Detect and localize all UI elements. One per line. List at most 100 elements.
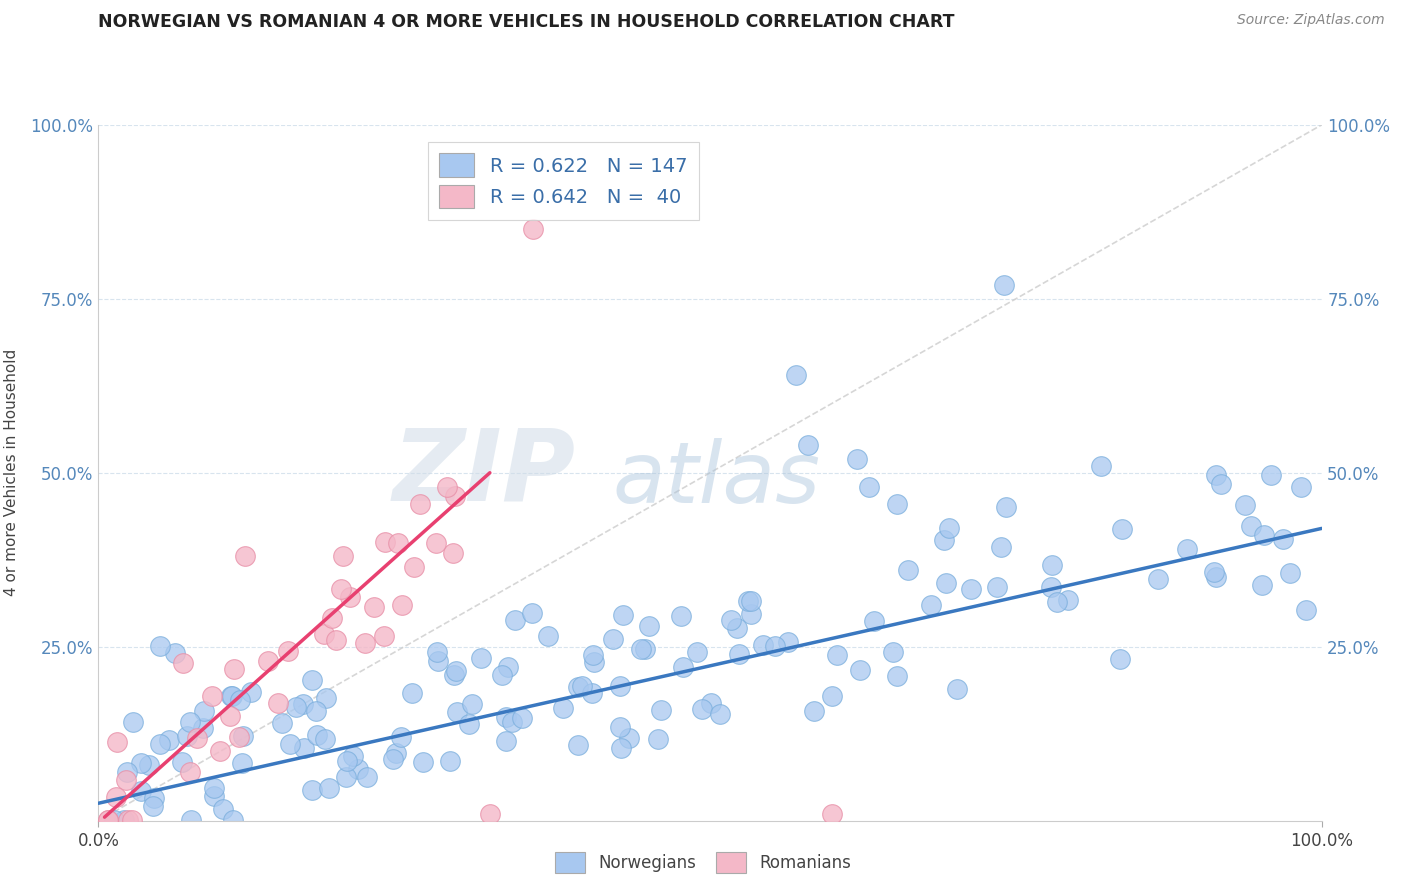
Point xyxy=(709,706,731,721)
Point xyxy=(686,645,709,659)
Point xyxy=(740,593,762,607)
Point xyxy=(401,686,423,700)
Point xyxy=(193,704,215,718)
Point xyxy=(409,497,432,511)
Point xyxy=(583,656,606,670)
Point xyxy=(117,813,139,827)
Point xyxy=(212,802,235,816)
Point xyxy=(1147,572,1170,586)
Legend: R = 0.622   N = 147, R = 0.642   N =  40: R = 0.622 N = 147, R = 0.642 N = 40 xyxy=(427,142,699,220)
Point xyxy=(186,731,208,746)
Point xyxy=(228,730,250,744)
Point xyxy=(737,594,759,608)
Point xyxy=(305,704,328,718)
Point xyxy=(725,621,748,635)
Point xyxy=(672,660,695,674)
Point xyxy=(402,560,425,574)
Text: ZIP: ZIP xyxy=(392,425,575,521)
Point xyxy=(342,748,364,763)
Point xyxy=(897,563,920,577)
Point xyxy=(176,729,198,743)
Point xyxy=(202,781,225,796)
Point xyxy=(436,480,458,494)
Point xyxy=(122,714,145,729)
Point xyxy=(321,611,343,625)
Point xyxy=(1240,519,1263,533)
Point xyxy=(389,731,412,745)
Point xyxy=(619,731,641,745)
Point xyxy=(292,741,315,756)
Legend: Norwegians, Romanians: Norwegians, Romanians xyxy=(548,846,858,880)
Point xyxy=(354,636,377,650)
Point xyxy=(461,697,484,711)
Point xyxy=(382,751,405,765)
Point xyxy=(105,735,128,749)
Point xyxy=(849,663,872,677)
Point xyxy=(446,705,468,719)
Point xyxy=(551,701,574,715)
Point xyxy=(1046,595,1069,609)
Point xyxy=(1233,498,1256,512)
Point xyxy=(495,710,517,724)
Point xyxy=(763,639,786,653)
Point xyxy=(785,368,807,383)
Point xyxy=(797,438,820,452)
Point xyxy=(412,755,434,769)
Point xyxy=(567,738,589,752)
Point xyxy=(1253,527,1275,541)
Point xyxy=(233,549,256,564)
Point xyxy=(277,643,299,657)
Point xyxy=(501,715,523,730)
Point xyxy=(222,662,245,676)
Point xyxy=(886,669,908,683)
Point xyxy=(325,633,347,648)
Point xyxy=(1205,570,1227,584)
Text: NORWEGIAN VS ROMANIAN 4 OR MORE VEHICLES IN HOUSEHOLD CORRELATION CHART: NORWEGIAN VS ROMANIAN 4 OR MORE VEHICLES… xyxy=(98,13,955,31)
Point xyxy=(232,729,254,743)
Text: Source: ZipAtlas.com: Source: ZipAtlas.com xyxy=(1237,13,1385,28)
Point xyxy=(374,535,396,549)
Point xyxy=(630,642,652,657)
Point xyxy=(503,613,526,627)
Point xyxy=(700,696,723,710)
Point xyxy=(581,686,603,700)
Point xyxy=(114,773,136,788)
Point xyxy=(315,690,337,705)
Point xyxy=(1057,592,1080,607)
Point xyxy=(1040,558,1063,573)
Point xyxy=(740,607,762,621)
Point xyxy=(148,737,170,751)
Point xyxy=(633,642,655,657)
Point xyxy=(638,619,661,633)
Point xyxy=(886,497,908,511)
Point xyxy=(495,734,517,748)
Point xyxy=(1251,577,1274,591)
Point xyxy=(1202,565,1225,579)
Point xyxy=(439,754,461,768)
Point xyxy=(946,681,969,696)
Point xyxy=(239,685,262,699)
Point xyxy=(97,813,120,827)
Point xyxy=(138,758,160,772)
Point xyxy=(219,709,242,723)
Point xyxy=(960,582,983,596)
Point xyxy=(491,668,513,682)
Point xyxy=(231,756,253,771)
Point xyxy=(335,770,357,784)
Point xyxy=(934,533,956,547)
Point xyxy=(219,689,242,703)
Point xyxy=(270,716,292,731)
Point xyxy=(363,599,385,614)
Point xyxy=(142,791,165,805)
Point xyxy=(845,451,868,466)
Point xyxy=(314,627,336,641)
Point xyxy=(993,277,1015,292)
Text: atlas: atlas xyxy=(612,438,820,521)
Point xyxy=(385,746,408,760)
Point xyxy=(170,756,193,770)
Point xyxy=(278,737,301,751)
Point xyxy=(520,607,543,621)
Point xyxy=(179,765,201,780)
Point xyxy=(97,813,120,827)
Point xyxy=(995,500,1018,514)
